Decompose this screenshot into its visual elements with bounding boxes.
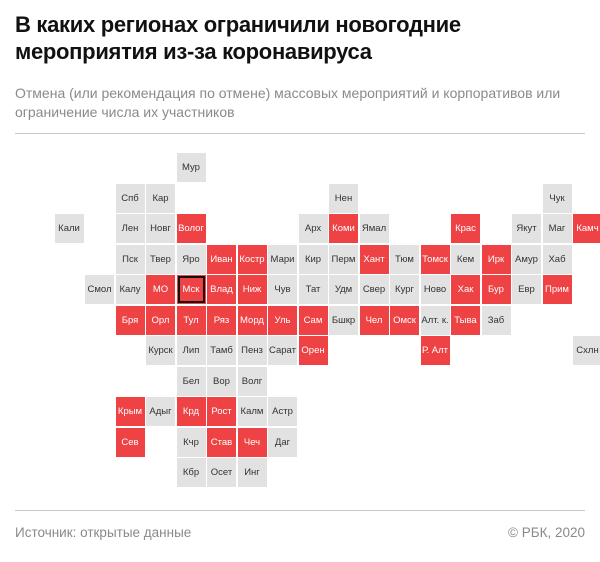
region-tile: Курск — [146, 336, 175, 365]
region-tile: Калм — [237, 397, 267, 426]
region-tile: Р. Алт — [420, 336, 450, 365]
region-tile: Хант — [359, 244, 389, 274]
region-tile: Якут — [512, 214, 541, 243]
region-tile: Новг — [146, 214, 175, 243]
region-tile: Твер — [146, 244, 175, 274]
region-tile: Астр — [268, 397, 297, 426]
region-tile: Рост — [207, 397, 236, 426]
region-tile: Пенз — [237, 336, 267, 365]
region-tile: Даг — [268, 427, 297, 457]
region-tile: Осет — [207, 458, 236, 487]
region-tile: Морд — [237, 305, 267, 335]
region-tile: Коми — [329, 214, 358, 243]
region-tile: Бур — [481, 275, 511, 304]
region-tile: Евр — [512, 275, 541, 304]
top-divider — [15, 133, 585, 134]
region-tile: Костр — [237, 244, 267, 274]
region-tile: Кбр — [176, 458, 206, 487]
page-title: В каких регионах ограничили новогодние м… — [15, 12, 461, 64]
region-tile: Влад — [207, 275, 236, 304]
region-tile: Бря — [115, 305, 145, 335]
region-tile: Кем — [451, 244, 480, 274]
region-tile: Инг — [237, 458, 267, 487]
region-tile: Чел — [359, 305, 389, 335]
region-tile: Томск — [420, 244, 450, 274]
bottom-divider — [15, 510, 585, 511]
region-tile: Тат — [298, 275, 328, 304]
region-tile: МО — [146, 275, 175, 304]
region-tile: Кург — [390, 275, 419, 304]
region-tile: Ряз — [207, 305, 236, 335]
region-tile: Спб — [115, 183, 145, 213]
region-tile: Схлн — [573, 336, 600, 365]
region-tile: Чук — [542, 183, 572, 213]
region-tile: Чув — [268, 275, 297, 304]
region-tile: Смол — [85, 275, 114, 304]
region-tile: Орен — [298, 336, 328, 365]
region-tile: Заб — [481, 305, 511, 335]
region-tile: Тюм — [390, 244, 419, 274]
region-tile: Орл — [146, 305, 175, 335]
region-tile: Став — [207, 427, 236, 457]
region-tile: Сарат — [268, 336, 297, 365]
region-tile: Кчр — [176, 427, 206, 457]
region-tile: Хаб — [542, 244, 572, 274]
region-tile: Волог — [176, 214, 206, 243]
region-tile: Тамб — [207, 336, 236, 365]
region-tile: Крас — [451, 214, 480, 243]
region-tile: Крым — [115, 397, 145, 426]
region-tile: Кали — [54, 214, 84, 243]
region-tile: Арх — [298, 214, 328, 243]
region-tile: Сев — [115, 427, 145, 457]
region-tile: Камч — [573, 214, 600, 243]
copyright: © РБК, 2020 — [508, 525, 585, 540]
region-tile: Пск — [115, 244, 145, 274]
region-tile: Свер — [359, 275, 389, 304]
region-tile: Яро — [176, 244, 206, 274]
region-tile: Ямал — [359, 214, 389, 243]
region-tile: Лен — [115, 214, 145, 243]
region-tile: Перм — [329, 244, 358, 274]
region-tile: Уль — [268, 305, 297, 335]
region-tile: Хак — [451, 275, 480, 304]
region-tile: Адыг — [146, 397, 175, 426]
region-tile: Удм — [329, 275, 358, 304]
region-tile: Вор — [207, 366, 236, 396]
region-tile: Иван — [207, 244, 236, 274]
region-tile: Волг — [237, 366, 267, 396]
region-tile: Маг — [542, 214, 572, 243]
region-tile: Ново — [420, 275, 450, 304]
region-tile: Кар — [146, 183, 175, 213]
region-tile: Ниж — [237, 275, 267, 304]
source-note: Источник: открытые данные — [15, 525, 192, 540]
region-tile: Прим — [542, 275, 572, 304]
region-tile: Бел — [176, 366, 206, 396]
region-tile: Лип — [176, 336, 206, 365]
region-tile: Крд — [176, 397, 206, 426]
region-tile: Омск — [390, 305, 419, 335]
region-tile: Бшкр — [329, 305, 358, 335]
region-tile: Кир — [298, 244, 328, 274]
region-tile: Ирк — [481, 244, 511, 274]
region-tile: Мари — [268, 244, 297, 274]
region-tile: Алт. к. — [420, 305, 450, 335]
region-tile: Тул — [176, 305, 206, 335]
region-tile: Чеч — [237, 427, 267, 457]
region-tile: Калу — [115, 275, 145, 304]
page-subtitle: Отмена (или рекомендация по отмене) масс… — [15, 85, 561, 120]
region-tile: Нен — [329, 183, 358, 213]
region-tile: Мур — [176, 153, 206, 182]
region-tile: Сам — [298, 305, 328, 335]
region-tile: Амур — [512, 244, 541, 274]
region-tile: Тыва — [451, 305, 480, 335]
region-tile: Мск — [176, 275, 206, 304]
